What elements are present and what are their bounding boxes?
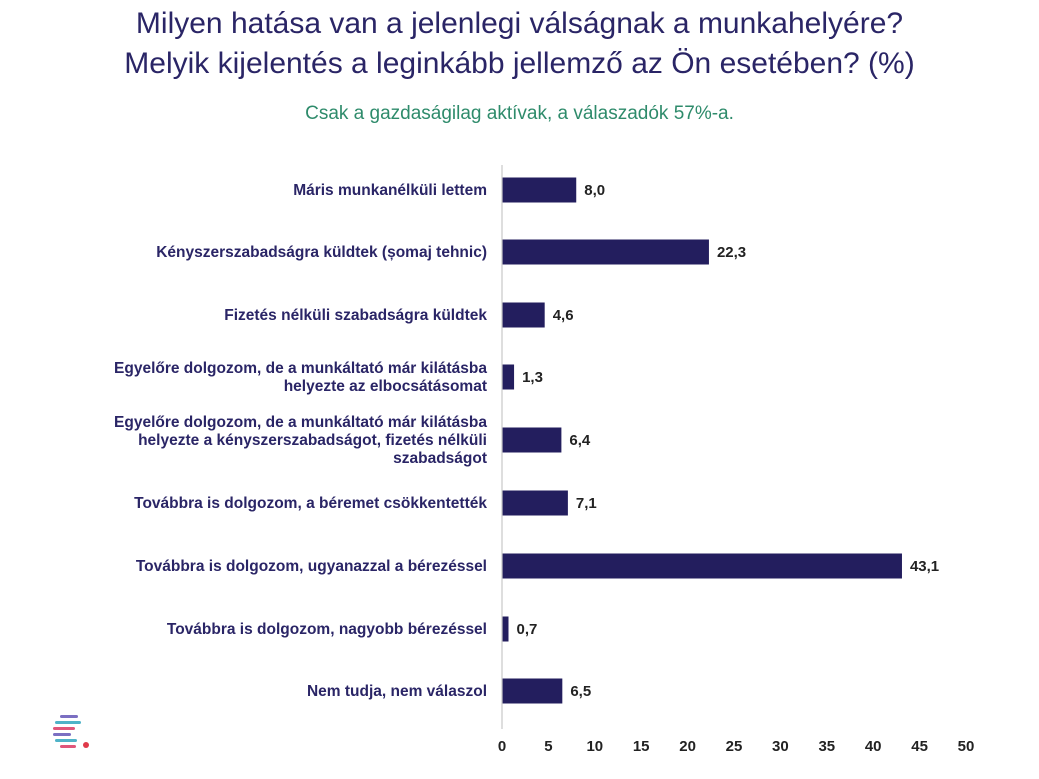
x-tick-label-20: 20	[679, 738, 696, 755]
value-labels-layer: 8,0 22,3 4,6 1,3 6,4 7,1 43,1 0,7 6,5	[516, 182, 939, 700]
category-label-5-line-2: helyezte a kényszerszabadságot, fizetés …	[138, 432, 487, 449]
x-tick-label-40: 40	[865, 738, 882, 755]
bar-3	[502, 302, 545, 328]
x-tick-label-50: 50	[958, 738, 975, 755]
category-label-4: Egyelőre dolgozom, de a munkáltató már k…	[114, 360, 487, 395]
logo-icon	[53, 715, 89, 748]
category-label-5-line-1: Egyelőre dolgozom, de a munkáltató már k…	[114, 414, 487, 431]
category-labels-layer: Máris munkanélküli lettem Kényszerszabads…	[114, 182, 487, 700]
category-label-6-line-1: Továbbra is dolgozom, a béremet csökkent…	[134, 495, 487, 512]
chart-title: Milyen hatása van a jelenlegi válságnak …	[0, 4, 1039, 84]
category-label-8: Továbbra is dolgozom, nagyobb bérezéssel	[167, 621, 487, 638]
category-label-5-line-3: szabadságot	[393, 450, 487, 467]
category-label-4-line-2: helyezte az elbocsátásomat	[284, 378, 487, 395]
chart-subtitle: Csak a gazdaságilag aktívak, a válaszadó…	[305, 103, 734, 124]
value-label-5: 6,4	[569, 432, 591, 449]
category-label-1-line-1: Máris munkanélküli lettem	[293, 182, 487, 199]
bar-2	[502, 239, 709, 265]
x-tick-label-30: 30	[772, 738, 789, 755]
category-label-2-line-1: Kényszerszabadságra küldtek (șomaj tehni…	[156, 244, 487, 261]
chart-title-line-2: Melyik kijelentés a leginkább jellemző a…	[124, 47, 915, 80]
category-label-6: Továbbra is dolgozom, a béremet csökkent…	[134, 495, 487, 512]
category-label-9-line-1: Nem tudja, nem válaszol	[307, 683, 487, 700]
x-tick-label-25: 25	[726, 738, 743, 755]
x-tick-label-10: 10	[586, 738, 603, 755]
chart-title-line-1: Milyen hatása van a jelenlegi válságnak …	[135, 7, 904, 40]
bar-9	[502, 678, 563, 704]
category-label-5: Egyelőre dolgozom, de a munkáltató már k…	[114, 414, 487, 467]
bar-6	[502, 490, 568, 516]
category-label-7-line-1: Továbbra is dolgozom, ugyanazzal a bérez…	[136, 558, 487, 575]
category-label-3: Fizetés nélküli szabadságra küldtek	[224, 307, 487, 324]
value-label-3: 4,6	[553, 307, 574, 324]
x-axis: 0 5 10 15 20 25 30 35 40 45 50	[498, 165, 975, 755]
x-tick-label-5: 5	[544, 738, 552, 755]
value-label-4: 1,3	[522, 369, 543, 386]
bars-layer	[502, 177, 902, 704]
category-label-4-line-1: Egyelőre dolgozom, de a munkáltató már k…	[114, 360, 487, 377]
value-label-7: 43,1	[910, 558, 939, 575]
x-tick-label-15: 15	[633, 738, 650, 755]
bar-1	[502, 177, 577, 203]
value-label-2: 22,3	[717, 244, 746, 261]
category-label-8-line-1: Továbbra is dolgozom, nagyobb bérezéssel	[167, 621, 487, 638]
category-label-9: Nem tudja, nem válaszol	[307, 683, 487, 700]
x-tick-label-35: 35	[818, 738, 835, 755]
category-label-3-line-1: Fizetés nélküli szabadságra küldtek	[224, 307, 487, 324]
category-label-7: Továbbra is dolgozom, ugyanazzal a bérez…	[136, 558, 487, 575]
bar-5	[502, 427, 562, 453]
bar-8	[502, 616, 509, 642]
bar-7	[502, 553, 902, 579]
value-label-1: 8,0	[584, 182, 605, 199]
category-label-2: Kényszerszabadságra küldtek (șomaj tehni…	[156, 244, 487, 261]
value-label-8: 0,7	[516, 621, 537, 638]
value-label-6: 7,1	[576, 495, 597, 512]
value-label-9: 6,5	[570, 683, 591, 700]
x-tick-label-45: 45	[911, 738, 928, 755]
x-tick-label-0: 0	[498, 738, 506, 755]
category-label-1: Máris munkanélküli lettem	[293, 182, 487, 199]
bar-4	[502, 364, 515, 390]
